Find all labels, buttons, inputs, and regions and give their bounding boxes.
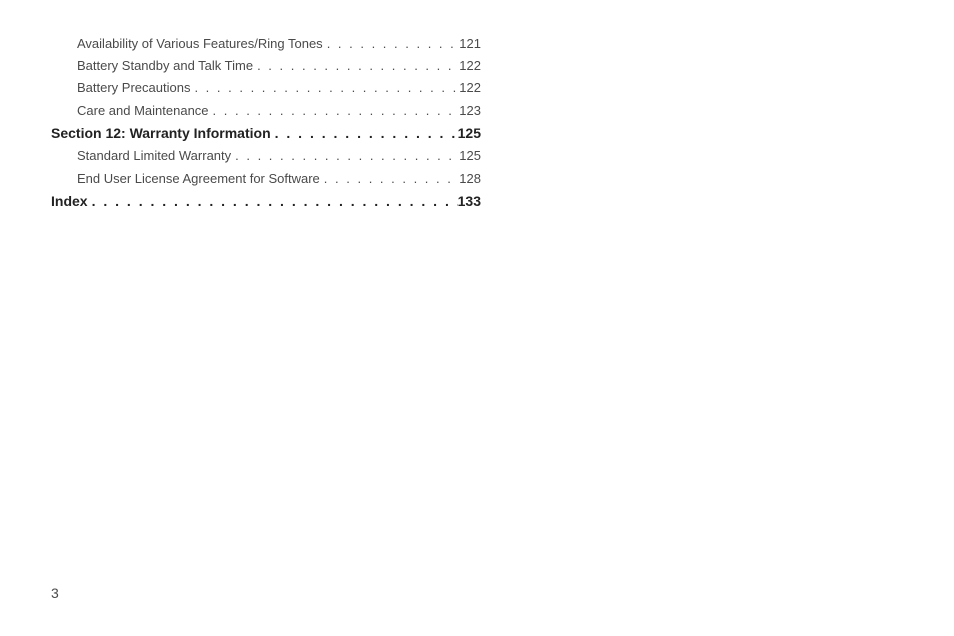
toc-entry-page: 121 — [459, 35, 481, 53]
toc-section-label: Index — [51, 192, 88, 212]
toc-section: Section 12: Warranty Information 125 — [51, 124, 481, 144]
toc-section-page: 133 — [458, 192, 481, 212]
toc-entry-page: 122 — [459, 57, 481, 75]
toc-leader — [253, 57, 459, 75]
toc-entry-label: Battery Standby and Talk Time — [77, 57, 253, 75]
toc-entry: Availability of Various Features/Ring To… — [51, 35, 481, 53]
toc-section-page: 125 — [458, 124, 481, 144]
toc-leader — [323, 35, 460, 53]
toc-entry-label: Care and Maintenance — [77, 102, 209, 120]
toc-leader — [190, 79, 459, 97]
toc-entry: Care and Maintenance 123 — [51, 102, 481, 120]
toc-leader — [88, 192, 458, 212]
toc-entry: Standard Limited Warranty 125 — [51, 147, 481, 165]
toc-entry-page: 123 — [459, 102, 481, 120]
toc-entry-label: End User License Agreement for Software — [77, 170, 320, 188]
toc-entry: End User License Agreement for Software … — [51, 170, 481, 188]
toc-section-label: Section 12: Warranty Information — [51, 124, 271, 144]
toc-entry-label: Standard Limited Warranty — [77, 147, 231, 165]
toc-entry-label: Battery Precautions — [77, 79, 190, 97]
toc-entry: Battery Standby and Talk Time 122 — [51, 57, 481, 75]
toc-entry-page: 128 — [459, 170, 481, 188]
toc-section: Index 133 — [51, 192, 481, 212]
toc-container: Availability of Various Features/Ring To… — [51, 35, 481, 215]
toc-leader — [271, 124, 458, 144]
toc-entry-label: Availability of Various Features/Ring To… — [77, 35, 323, 53]
toc-entry-page: 125 — [459, 147, 481, 165]
toc-leader — [231, 147, 459, 165]
toc-leader — [209, 102, 460, 120]
toc-entry: Battery Precautions 122 — [51, 79, 481, 97]
toc-entry-page: 122 — [459, 79, 481, 97]
page-number: 3 — [51, 585, 59, 601]
toc-leader — [320, 170, 460, 188]
